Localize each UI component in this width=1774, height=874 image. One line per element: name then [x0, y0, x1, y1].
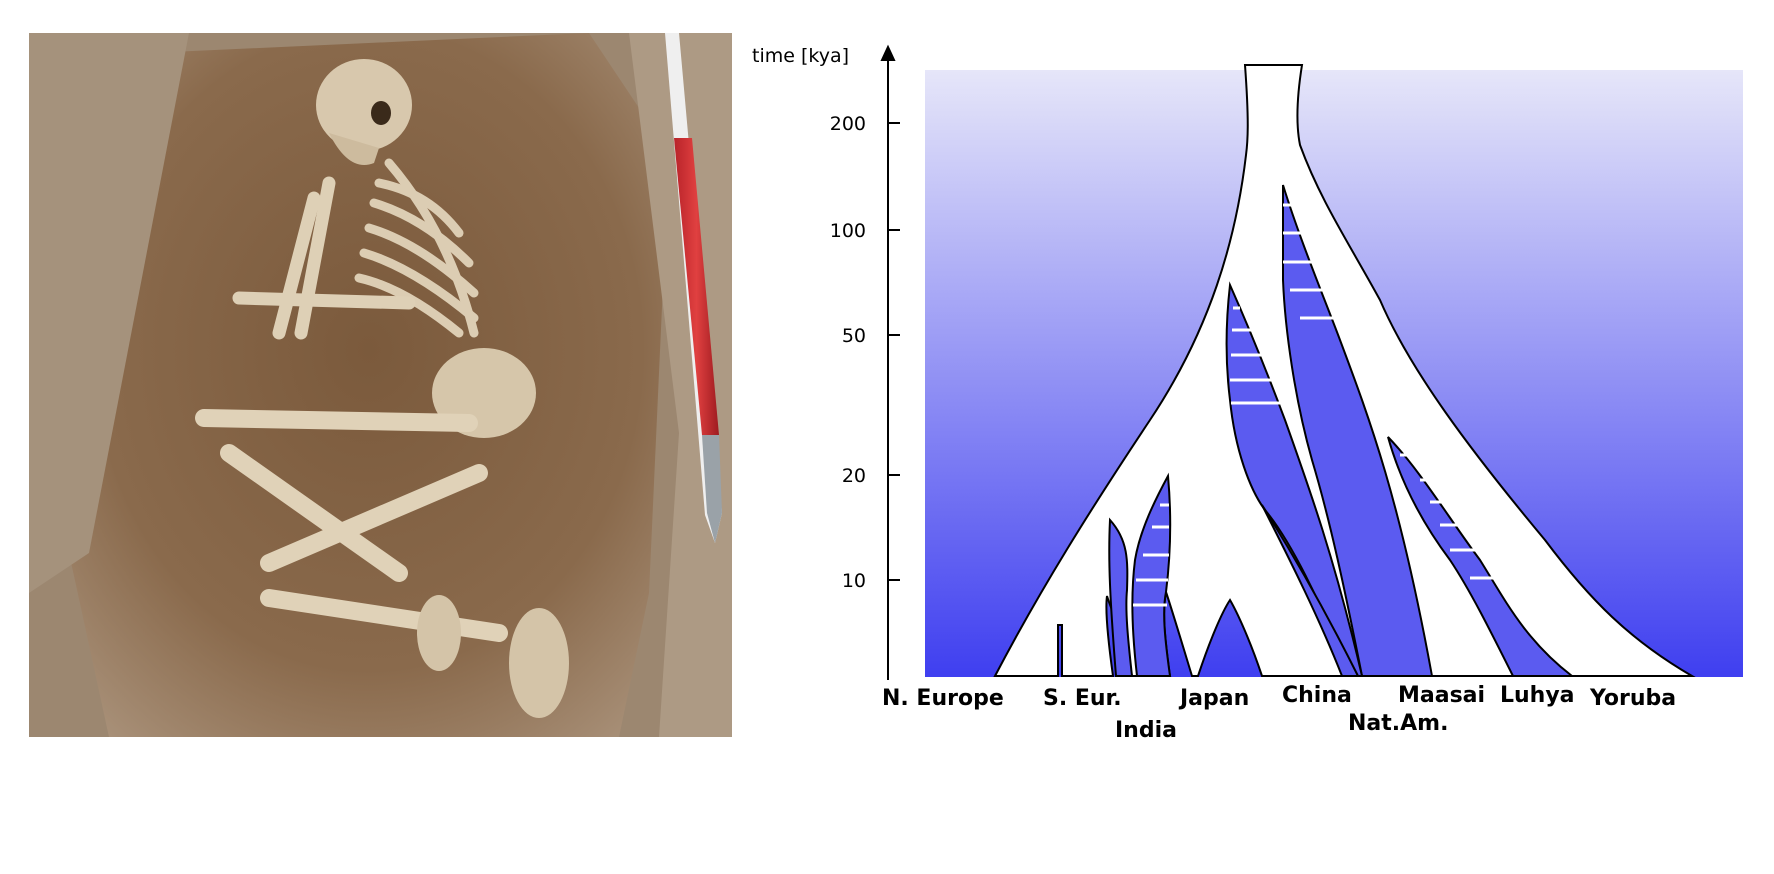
time-axis	[880, 44, 900, 680]
label-n-europe: N. Europe	[882, 686, 1004, 711]
tick-label-20: 20	[842, 465, 866, 487]
tick-label-50: 50	[842, 325, 866, 347]
label-china: China	[1282, 683, 1352, 708]
skeleton-burial-photo	[29, 33, 732, 737]
tick-label-10: 10	[842, 570, 866, 592]
label-yoruba: Yoruba	[1589, 686, 1676, 711]
label-s-eur: S. Eur.	[1043, 686, 1122, 711]
tick-label-100: 100	[830, 220, 866, 242]
tick-label-200: 200	[830, 113, 866, 135]
foot-bones-icon	[417, 595, 569, 718]
label-luhya: Luhya	[1500, 683, 1575, 708]
label-india: India	[1115, 718, 1177, 743]
axis-title: time [kya]	[752, 45, 849, 67]
arm-bones-icon	[232, 176, 416, 340]
label-maasai: Maasai	[1398, 683, 1485, 708]
lineage-gaps	[1108, 184, 1575, 677]
scale-rod-icon	[665, 33, 722, 543]
skull-icon	[316, 59, 412, 165]
label-nat-am: Nat.Am.	[1348, 711, 1448, 736]
admixture-bars	[1133, 203, 1510, 607]
population-tree-diagram: time [kya] 200 100 50 20 10 N. Europe S.…	[752, 44, 1743, 743]
label-japan: Japan	[1178, 686, 1249, 711]
